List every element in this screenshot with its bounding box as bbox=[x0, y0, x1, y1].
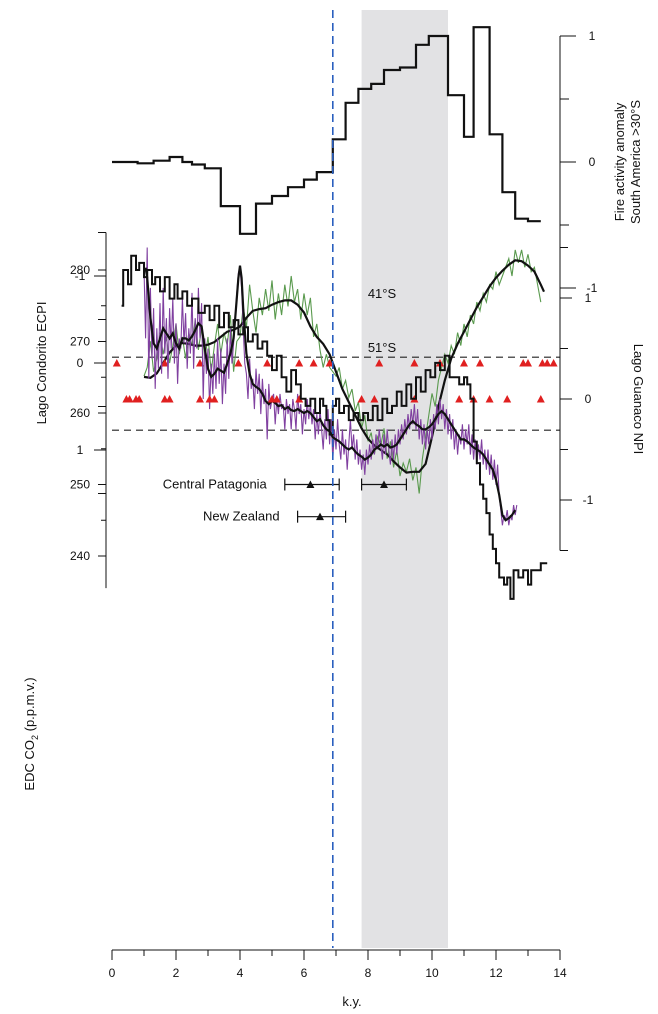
npi-date-marker bbox=[357, 395, 366, 403]
npi-date-marker bbox=[455, 395, 464, 403]
ecpi-date-marker bbox=[160, 359, 169, 367]
fire-tick-label: -1 bbox=[587, 281, 598, 295]
fire-activity-panel: 1 0 -1 Fire activity anomaly South America >… bbox=[112, 26, 643, 295]
fire-ylabel: Fire activity anomaly South America >30°S bbox=[612, 100, 643, 224]
x-tick-label: 6 bbox=[301, 966, 308, 980]
npi-date-marker bbox=[210, 395, 219, 403]
ecpi-date-marker bbox=[196, 359, 204, 367]
fire-ylabel-line-1: Fire activity anomaly bbox=[612, 102, 627, 221]
npi-tick-label: -1 bbox=[583, 493, 594, 507]
x-tick-label: 12 bbox=[489, 966, 503, 980]
co2-tick-label: 280 bbox=[70, 263, 90, 277]
x-tick-label: 0 bbox=[109, 966, 116, 980]
npi-ylabel-text: Lago Guanaco NPI bbox=[631, 344, 646, 455]
npi-smooth-line bbox=[144, 265, 517, 522]
co2-ylabel-unit: (p.p.m.v.) bbox=[22, 677, 37, 735]
ecpi-date-marker bbox=[476, 359, 484, 367]
x-tick-label: 10 bbox=[425, 966, 439, 980]
npi-date-marker bbox=[125, 395, 134, 403]
ecpi-date-marker bbox=[410, 359, 419, 367]
ecpi-date-marker bbox=[309, 359, 318, 367]
npi-date-marker bbox=[135, 395, 144, 403]
npi-date-marker bbox=[196, 395, 204, 403]
range-marker bbox=[316, 512, 324, 521]
npi-date-marker bbox=[503, 395, 512, 403]
x-tick-label: 8 bbox=[365, 966, 372, 980]
ecpi-ylabel-text: Lago Condorito ECPI bbox=[34, 302, 49, 425]
npi-date-marker bbox=[272, 395, 281, 403]
ecpi-date-marker bbox=[460, 359, 468, 367]
ecpi-date-marker bbox=[112, 359, 121, 367]
co2-ylabel-main: EDC CO bbox=[22, 740, 37, 791]
ecpi-tick-label: 1 bbox=[77, 443, 84, 457]
npi-panel: 1 0 -1 51°S Lago Guanaco NPI bbox=[122, 247, 646, 551]
npi-date-marker bbox=[295, 395, 304, 403]
ecpi-tick-label: 0 bbox=[77, 356, 84, 370]
fire-series-line bbox=[112, 26, 541, 235]
x-tick-label: 4 bbox=[237, 966, 244, 980]
x-axis-label: k.y. bbox=[342, 994, 361, 1009]
ecpi-date-marker bbox=[524, 359, 532, 367]
npi-date-marker bbox=[165, 395, 174, 403]
npi-date-marker bbox=[536, 395, 545, 403]
ecpi-ylabel: Lago Condorito ECPI bbox=[34, 302, 49, 425]
x-tick-label: 14 bbox=[553, 966, 567, 980]
co2-panel: 280 270 260 250 240 Central Patagonia New Zeal… bbox=[22, 254, 548, 791]
co2-tick-label: 250 bbox=[70, 478, 90, 492]
ecpi-date-marker bbox=[234, 359, 243, 367]
npi-date-marker bbox=[370, 395, 379, 403]
shaded-interval bbox=[361, 10, 448, 948]
fire-ylabel-line-2: South America >30°S bbox=[628, 100, 643, 224]
npi-annotation: 51°S bbox=[368, 340, 397, 355]
ecpi-date-marker bbox=[263, 359, 272, 367]
x-axis: 0 2 4 6 8 10 12 14 k.y. bbox=[109, 949, 567, 1009]
co2-ylabel-sub: 2 bbox=[30, 735, 40, 740]
co2-series-line bbox=[121, 254, 548, 600]
ecpi-smooth-line bbox=[143, 259, 546, 474]
ecpi-date-marker bbox=[543, 359, 552, 367]
npi-tick-label: 1 bbox=[585, 291, 592, 305]
npi-ylabel: Lago Guanaco NPI bbox=[631, 344, 646, 455]
shaded-band bbox=[361, 10, 448, 948]
ecpi-date-marker bbox=[549, 359, 558, 367]
co2-reference-lines bbox=[112, 356, 560, 431]
ecpi-tick-label: -1 bbox=[75, 269, 86, 283]
x-tick-label: 2 bbox=[173, 966, 180, 980]
range-label-0: Central Patagonia bbox=[163, 477, 268, 492]
co2-tick-label: 270 bbox=[70, 335, 90, 349]
range-marker bbox=[380, 480, 388, 488]
npi-tick-label: 0 bbox=[585, 392, 592, 406]
npi-date-marker bbox=[485, 395, 494, 403]
ecpi-date-marker bbox=[295, 359, 304, 367]
co2-ylabel: EDC CO2 (p.p.m.v.) bbox=[22, 677, 40, 790]
range-marker bbox=[306, 480, 315, 488]
range-label-1: New Zealand bbox=[203, 509, 280, 524]
ecpi-date-marker bbox=[375, 359, 384, 367]
fire-tick-label: 1 bbox=[589, 29, 596, 43]
ecpi-date-marker bbox=[325, 359, 334, 367]
co2-ylabel-text: EDC CO2 (p.p.m.v.) bbox=[22, 677, 40, 790]
co2-tick-label: 240 bbox=[70, 549, 90, 563]
fire-tick-label: 0 bbox=[589, 155, 596, 169]
ecpi-annotation: 41°S bbox=[368, 286, 397, 301]
co2-tick-label: 260 bbox=[70, 406, 90, 420]
